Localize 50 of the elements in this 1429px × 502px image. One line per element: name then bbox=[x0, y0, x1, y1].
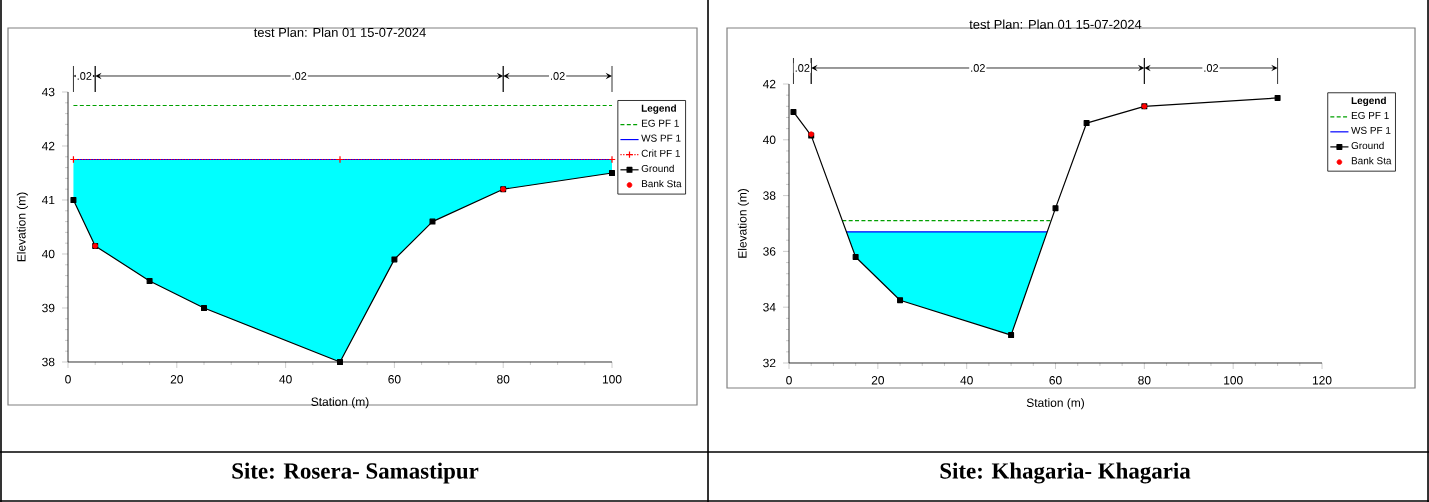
x-axis-title: Station (m) bbox=[1026, 398, 1084, 410]
legend-label: EG PF 1 bbox=[1351, 111, 1389, 119]
chart-title: test Plan: Plan 01 15-07-2024 bbox=[969, 19, 1142, 29]
y-tick-label: 43 bbox=[41, 87, 55, 97]
text: .02 bbox=[971, 64, 985, 72]
x-tick-label: 60 bbox=[388, 375, 401, 384]
y-tick-label: 32 bbox=[763, 358, 776, 368]
y-tick-label: 42 bbox=[762, 79, 776, 89]
legend-label: Crit PF 1 bbox=[641, 149, 680, 157]
legend-label: WS PF 1 bbox=[1351, 126, 1391, 134]
y-tick-label: 41 bbox=[41, 195, 55, 205]
x-tick-label: 80 bbox=[497, 375, 510, 384]
text: .02 bbox=[795, 64, 810, 72]
x-tick-label: 80 bbox=[1138, 376, 1151, 385]
legend-label: Ground bbox=[641, 164, 674, 173]
y-tick-label: 34 bbox=[763, 302, 776, 312]
chart-title: test Plan: Plan 01 15-07-2024 bbox=[253, 27, 426, 37]
y-tick-label: 40 bbox=[762, 135, 776, 145]
x-tick-label: 100 bbox=[1224, 376, 1243, 385]
text: .02 bbox=[1204, 64, 1219, 72]
text: .02 bbox=[550, 72, 565, 80]
x-tick-label: 60 bbox=[1049, 376, 1062, 385]
text: Site: Rosera- Samastipur bbox=[232, 462, 479, 484]
legend-label: Bank Sta bbox=[1351, 156, 1392, 165]
y-tick-label: 38 bbox=[763, 191, 776, 200]
x-tick-label: 120 bbox=[1312, 376, 1332, 385]
legend-label: Bank Sta bbox=[641, 179, 682, 188]
x-axis-title: Station (m) bbox=[311, 397, 369, 409]
text: .02 bbox=[77, 72, 92, 80]
y-axis-title: Elevation (m) bbox=[737, 189, 749, 258]
x-tick-label: 20 bbox=[170, 375, 183, 384]
y-tick-label: 40 bbox=[41, 249, 55, 259]
legend-label: Ground bbox=[1351, 141, 1384, 150]
x-tick-label: 100 bbox=[602, 375, 622, 384]
y-axis-title: Elevation (m) bbox=[16, 192, 28, 262]
x-tick-label: 20 bbox=[871, 376, 885, 385]
legend-label: EG PF 1 bbox=[641, 119, 679, 127]
legend-title: Legend bbox=[1351, 96, 1386, 107]
text: Site: Khagaria- Khagaria bbox=[940, 462, 1191, 484]
x-tick-label: 0 bbox=[65, 375, 71, 384]
x-tick-label: 40 bbox=[279, 375, 292, 384]
y-tick-label: 39 bbox=[42, 303, 55, 313]
x-tick-label: 0 bbox=[786, 376, 792, 385]
y-tick-label: 36 bbox=[763, 247, 776, 256]
y-tick-label: 38 bbox=[42, 357, 55, 367]
x-tick-label: 40 bbox=[960, 376, 973, 385]
text: .02 bbox=[292, 72, 307, 80]
legend-label: WS PF 1 bbox=[641, 134, 681, 142]
y-tick-label: 42 bbox=[41, 141, 55, 151]
legend-title: Legend bbox=[641, 104, 676, 114]
